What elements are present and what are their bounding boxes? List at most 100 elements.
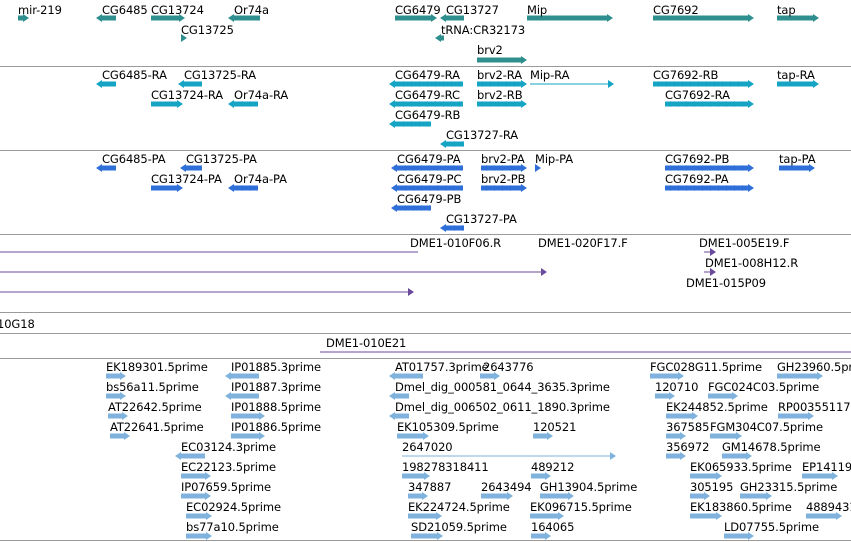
est-label[interactable]: GM14678.5prime bbox=[722, 440, 821, 454]
gene-label[interactable]: CG13725 bbox=[181, 23, 234, 37]
gene-label[interactable]: CG6485 bbox=[102, 3, 148, 17]
clone-label[interactable]: DME1-005E19.F bbox=[699, 236, 790, 250]
feature-cg13724-pa[interactable] bbox=[151, 184, 183, 192]
feature-cg13727-pa[interactable] bbox=[440, 224, 464, 232]
feature-rp00355117[interactable] bbox=[778, 412, 814, 420]
gene-label[interactable]: CG13727 bbox=[446, 3, 499, 17]
gene-label[interactable]: CG13724 bbox=[151, 3, 204, 17]
feature-brv2-pb[interactable] bbox=[481, 184, 527, 192]
feature-fgc028g11-5prime[interactable] bbox=[650, 372, 684, 380]
est-label[interactable]: GH13904.5prime bbox=[540, 480, 638, 494]
feature-cg13727-ra[interactable] bbox=[440, 140, 464, 148]
est-label[interactable]: 120710 bbox=[655, 380, 699, 394]
transcript-label[interactable]: Mip-RA bbox=[530, 68, 570, 82]
feature-ek244852-5prime[interactable] bbox=[666, 412, 698, 420]
est-label[interactable]: AT01757.3prime bbox=[395, 360, 489, 374]
feature-or74a[interactable] bbox=[228, 14, 260, 22]
feature-bs77a10-5prime[interactable] bbox=[186, 532, 212, 540]
feature-mip[interactable] bbox=[527, 14, 613, 22]
protein-label[interactable]: CG13727-PA bbox=[446, 212, 517, 226]
est-label[interactable]: EK224724.5prime bbox=[408, 500, 510, 514]
feature-ip01885-3prime[interactable] bbox=[225, 372, 259, 380]
feature-tap[interactable] bbox=[777, 14, 819, 22]
feature-cg13725-pa[interactable] bbox=[180, 164, 202, 172]
feature-ec03124-3prime[interactable] bbox=[175, 452, 205, 460]
feature-cg7692-pb[interactable] bbox=[665, 164, 754, 172]
clone-label[interactable]: DME1-015P09 bbox=[686, 276, 766, 290]
feature-dme1-015p09[interactable] bbox=[0, 288, 414, 296]
feature-dme1-010e21[interactable] bbox=[320, 351, 851, 353]
transcript-label[interactable]: CG13725-RA bbox=[184, 68, 257, 82]
feature-198278318411[interactable] bbox=[402, 472, 430, 480]
feature-cg6479-rc[interactable] bbox=[389, 100, 463, 108]
est-label[interactable]: 120521 bbox=[533, 420, 577, 434]
gene-label[interactable]: tRNA:CR32173 bbox=[441, 23, 526, 37]
protein-label[interactable]: CG13724-PA bbox=[151, 172, 222, 186]
protein-label[interactable]: CG13725-PA bbox=[186, 152, 257, 166]
feature-cg7692-rb[interactable] bbox=[653, 80, 754, 88]
feature-cg13727[interactable] bbox=[440, 14, 464, 22]
feature-dme1-010f06-r[interactable] bbox=[0, 248, 418, 256]
est-label[interactable]: FGC024C03.5prime bbox=[708, 380, 820, 394]
est-label[interactable]: EP1411924 bbox=[802, 460, 851, 474]
feature-164065[interactable] bbox=[531, 532, 551, 540]
gene-label[interactable]: brv2 bbox=[477, 43, 503, 57]
feature-mip-pa[interactable] bbox=[535, 164, 541, 172]
transcript-label[interactable]: CG6479-RA bbox=[395, 68, 460, 82]
feature-cg13724-ra[interactable] bbox=[151, 100, 183, 108]
transcript-label[interactable]: brv2-RB bbox=[477, 88, 523, 102]
feature-or74a-ra[interactable] bbox=[228, 100, 258, 108]
feature-ec02924-5prime[interactable] bbox=[186, 512, 212, 520]
feature-brv2-ra[interactable] bbox=[477, 80, 527, 88]
protein-label[interactable]: Or74a-PA bbox=[234, 172, 287, 186]
est-label[interactable]: IP01885.3prime bbox=[231, 360, 321, 374]
feature-2643776[interactable] bbox=[480, 372, 500, 380]
est-label[interactable]: 367585 bbox=[666, 420, 710, 434]
feature-dmel-dig-006502-0611-1890-3prime[interactable] bbox=[389, 412, 409, 420]
transcript-label[interactable]: CG13727-RA bbox=[446, 128, 519, 142]
protein-label[interactable]: Mip-PA bbox=[535, 152, 574, 166]
transcript-label[interactable]: tap-RA bbox=[777, 68, 815, 82]
est-label[interactable]: 198278318411 bbox=[402, 460, 489, 474]
feature-gh23315-5prime[interactable] bbox=[740, 492, 772, 500]
feature-cg6479-rb[interactable] bbox=[389, 120, 431, 128]
feature-tap-pa[interactable] bbox=[779, 164, 815, 172]
feature-ek224724-5prime[interactable] bbox=[408, 512, 442, 520]
transcript-label[interactable]: CG6479-RC bbox=[395, 88, 460, 102]
feature-mip-ra[interactable] bbox=[530, 80, 614, 88]
feature-fgm304c07-5prime[interactable] bbox=[710, 432, 742, 440]
protein-label[interactable]: brv2-PA bbox=[481, 152, 525, 166]
est-label[interactable]: EK183860.5prime bbox=[690, 500, 792, 514]
est-label[interactable]: EK189301.5prime bbox=[106, 360, 208, 374]
est-label[interactable]: IP07659.5prime bbox=[181, 480, 271, 494]
transcript-label[interactable]: CG6485-RA bbox=[102, 68, 167, 82]
feature-fgc024c03-5prime[interactable] bbox=[708, 392, 738, 400]
protein-label[interactable]: brv2-PB bbox=[481, 172, 526, 186]
feature-347887[interactable] bbox=[408, 492, 428, 500]
feature-cg7692-ra[interactable] bbox=[665, 100, 754, 108]
est-label[interactable]: 347887 bbox=[408, 480, 452, 494]
feature-ek065933-5prime[interactable] bbox=[690, 472, 722, 480]
feature-cg13725-ra[interactable] bbox=[178, 80, 202, 88]
transcript-label[interactable]: CG6479-RB bbox=[395, 108, 461, 122]
feature-120521[interactable] bbox=[533, 432, 553, 440]
est-label[interactable]: FGC028G11.5prime bbox=[650, 360, 762, 374]
feature-ek183860-5prime[interactable] bbox=[690, 512, 722, 520]
est-label[interactable]: 2647020 bbox=[402, 440, 453, 454]
feature-cg6479-pb[interactable] bbox=[391, 204, 431, 212]
est-label[interactable]: LD07755.5prime bbox=[724, 520, 819, 534]
transcript-label[interactable]: CG7692-RA bbox=[665, 88, 730, 102]
feature-tap-ra[interactable] bbox=[777, 80, 819, 88]
feature-gh23960-5prime[interactable] bbox=[777, 372, 823, 380]
feature-gh13904-5prime[interactable] bbox=[540, 492, 574, 500]
feature-cg7692-pa[interactable] bbox=[665, 184, 754, 192]
feature-sd21059-5prime[interactable] bbox=[411, 532, 443, 540]
est-label[interactable]: EK105309.5prime bbox=[397, 420, 499, 434]
feature-dme1-005e19-f[interactable] bbox=[704, 248, 716, 256]
est-label[interactable]: EC03124.3prime bbox=[181, 440, 276, 454]
feature-mir-219[interactable] bbox=[18, 14, 29, 22]
feature-ip01886-5prime[interactable] bbox=[231, 432, 265, 440]
est-label[interactable]: AT22641.5prime bbox=[110, 420, 204, 434]
est-label[interactable]: 4889431 bbox=[806, 500, 851, 514]
est-label[interactable]: FGM304C07.5prime bbox=[710, 420, 823, 434]
